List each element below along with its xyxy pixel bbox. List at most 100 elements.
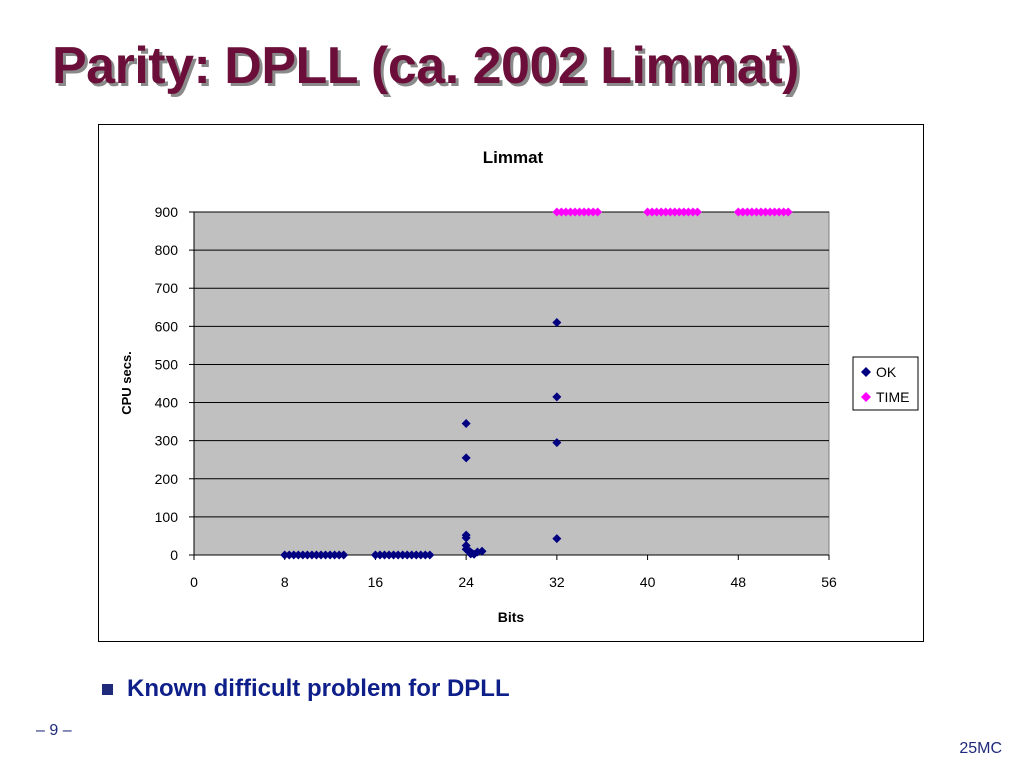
bullet-text: Known difficult problem for DPLL [127,675,510,702]
data-point-ok [461,533,471,543]
data-point-ok [398,550,408,560]
data-point-time [779,207,789,217]
data-point-ok [416,550,426,560]
slide-title: Parity: DPLL (ca. 2002 Limmat) [52,37,799,95]
y-axis: 0 100 200 300 400 500 600 700 800 900 [155,204,195,563]
data-point-ok [477,546,487,556]
data-point-time [770,207,780,217]
data-point-time [575,207,585,217]
data-point-ok [411,550,421,560]
data-point-time [747,207,757,217]
y-axis-label: CPU secs. [119,351,134,415]
data-point-ok [302,550,312,560]
data-point-ok [384,550,394,560]
data-point-ok [552,392,562,402]
bullet-square-icon [102,683,113,695]
data-point-ok [407,550,417,560]
data-point-time [661,207,671,217]
data-point-ok [325,550,335,560]
data-point-ok [425,550,435,560]
data-point-ok [402,550,412,560]
y-tick-label: 700 [155,280,179,296]
data-point-ok [321,550,331,560]
data-point-time [643,207,653,217]
x-tick-label: 8 [281,574,289,590]
page-number: – 9 – [36,722,72,739]
data-point-ok [552,318,562,328]
plot-area [193,211,830,556]
data-point-time [670,207,680,217]
data-point-ok [298,550,308,560]
data-point-time [756,207,766,217]
data-point-ok [552,534,562,544]
data-point-ok [466,549,476,559]
data-point-time [570,207,580,217]
data-point-time [588,207,598,217]
data-point-ok [389,550,399,560]
data-point-time [565,207,575,217]
legend-ok-label: OK [876,364,897,380]
chart-title: Limmat [483,148,544,167]
legend-box [852,356,919,411]
x-tick-label: 40 [640,574,656,590]
data-point-ok [280,550,290,560]
y-tick-label: 200 [155,471,179,487]
x-axis: 0 8 16 24 32 40 48 56 [190,554,837,590]
data-point-ok [307,550,317,560]
data-point-time [665,207,675,217]
data-point-ok [293,550,303,560]
legend-time-marker [861,392,871,402]
y-tick-label: 500 [155,356,179,372]
data-point-time [761,207,770,217]
data-point-time [647,207,657,217]
y-tick-label: 800 [155,242,179,258]
data-point-time [556,207,566,217]
x-tick-label: 24 [458,574,474,590]
data-point-time [783,207,793,217]
legend-time-label: TIME [876,389,909,405]
data-point-time [733,207,743,217]
x-tick-label: 56 [821,574,837,590]
data-point-ok [461,419,471,429]
data-point-time [579,207,589,217]
bullet-item: Known difficult problem for DPLL [102,675,510,703]
legend: OK TIME [852,356,919,411]
footer-tag: 25MC [959,740,1002,757]
scatter-chart: Limmat 0 100 200 300 400 500 600 700 800 900 0 8 16… [119,148,919,625]
data-point-time [679,207,689,217]
data-point-time [692,207,702,217]
data-point-ok [330,550,340,560]
data-point-ok [461,453,471,463]
y-tick-label: 400 [155,395,179,411]
x-tick-label: 0 [190,574,198,590]
chart-frame: Limmat 0 100 200 300 400 500 600 700 800 900 0 8 16… [98,124,924,642]
data-point-ok [380,550,389,560]
data-point-ok [370,550,380,560]
data-point-time [656,207,666,217]
data-point-time [593,207,603,217]
data-point-time [765,207,775,217]
data-point-ok [311,550,321,560]
y-tick-label: 300 [155,433,179,449]
data-point-time [652,207,662,217]
gridlines [194,211,829,518]
data-point-ok [552,438,562,448]
data-point-ok [393,550,403,560]
data-point-ok [316,550,326,560]
data-point-time [552,207,562,217]
data-point-time [738,207,748,217]
data-point-time [683,207,693,217]
data-point-time [674,207,684,217]
y-tick-label: 100 [155,509,179,525]
x-tick-label: 32 [549,574,565,590]
data-point-ok [284,550,294,560]
y-tick-label: 900 [155,204,179,220]
legend-ok-marker [861,367,871,377]
x-axis-label: Bits [498,609,525,625]
data-point-time [774,207,784,217]
data-point-ok [420,550,430,560]
x-tick-label: 16 [368,574,384,590]
x-tick-label: 48 [730,574,746,590]
data-point-ok [339,550,349,560]
data-point-time [742,207,752,217]
